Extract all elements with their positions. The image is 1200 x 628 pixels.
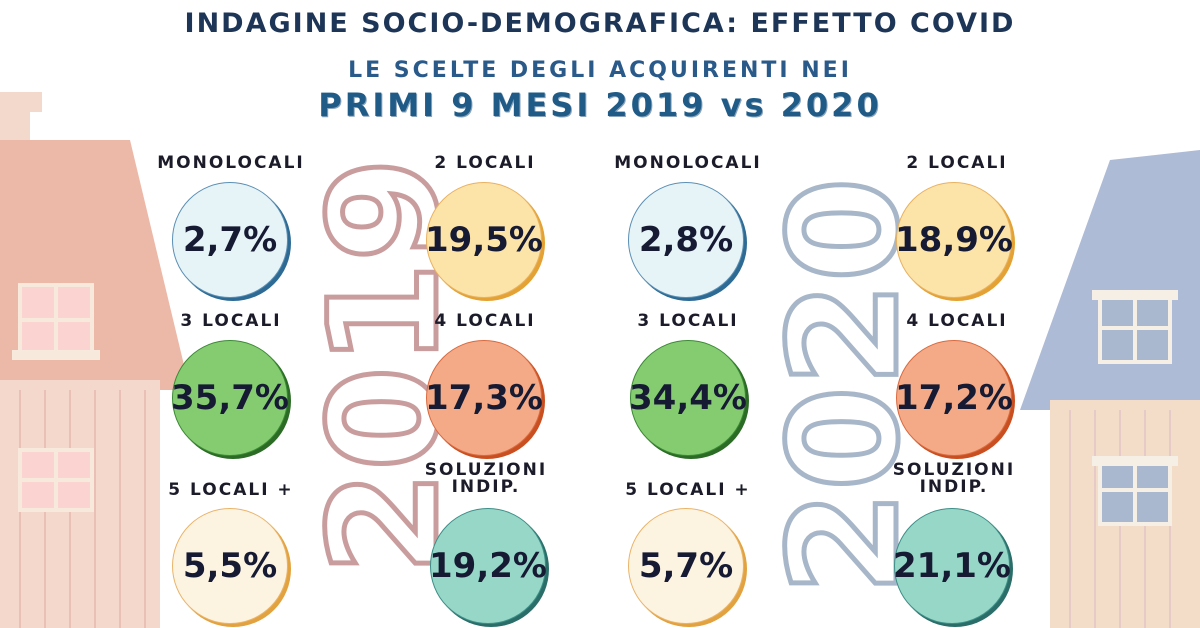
circle-2020-soluzioni: 21,1% [893, 508, 1011, 624]
page-title: INDAGINE SOCIO-DEMOGRAFICA: EFFETTO COVI… [184, 8, 1016, 39]
label-2019-4-locali: 4 LOCALI [434, 311, 536, 331]
label-2020-3-locali: 3 LOCALI [637, 311, 739, 331]
label-2020-2-locali: 2 LOCALI [906, 153, 1008, 173]
house-right-illustration [1020, 150, 1200, 628]
circle-2020-5-locali: 5,7% [628, 508, 744, 624]
label-2019-2-locali: 2 LOCALI [434, 153, 536, 173]
label-2019-3-locali: 3 LOCALI [180, 311, 282, 331]
label-2019-soluzioni: SOLUZIONI INDIP. [424, 460, 548, 497]
circle-2019-3-locali: 35,7% [171, 340, 289, 456]
page-subtitle: LE SCELTE DEGLI ACQUIRENTI NEI [348, 58, 852, 83]
label-2020-4-locali: 4 LOCALI [906, 311, 1008, 331]
label-2020-soluzioni: SOLUZIONI INDIP. [892, 460, 1016, 497]
label-2019-5-locali: 5 LOCALI + [168, 480, 294, 500]
period-heading: PRIMI 9 MESI 2019 vs 2020 [318, 86, 882, 124]
label-2019-monolocali: MONOLOCALI [157, 153, 305, 173]
label-2020-5-locali: 5 LOCALI + [625, 480, 751, 500]
circle-2019-soluzioni: 19,2% [429, 508, 547, 624]
circle-2020-4-locali: 17,2% [895, 340, 1013, 456]
circle-2019-4-locali: 17,3% [425, 340, 543, 456]
circle-2020-2-locali: 18,9% [895, 182, 1013, 298]
circle-2019-5-locali: 5,5% [172, 508, 288, 624]
circle-2019-monolocali: 2,7% [172, 182, 288, 298]
house-left-illustration [0, 92, 190, 628]
circle-2020-monolocali: 2,8% [628, 182, 744, 298]
circle-2020-3-locali: 34,4% [629, 340, 747, 456]
label-2020-monolocali: MONOLOCALI [614, 153, 762, 173]
circle-2019-2-locali: 19,5% [425, 182, 543, 298]
